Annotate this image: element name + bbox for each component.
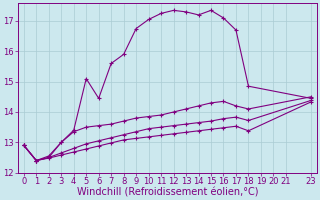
- X-axis label: Windchill (Refroidissement éolien,°C): Windchill (Refroidissement éolien,°C): [76, 187, 258, 197]
